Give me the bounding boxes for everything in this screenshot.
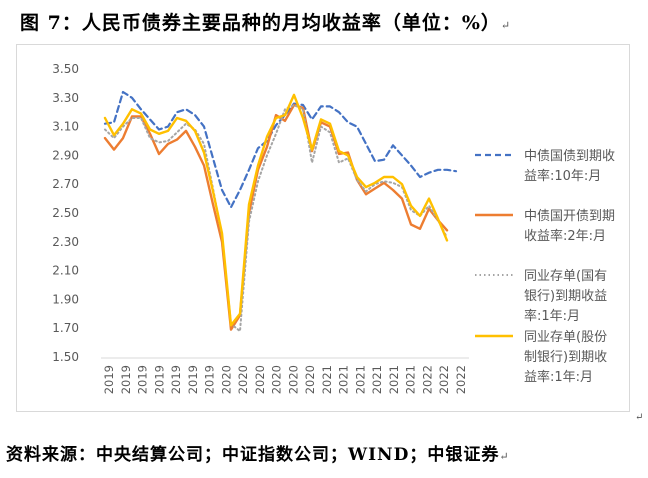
x-tick-label: 2019 (169, 365, 183, 394)
x-tick-label: 2020 (270, 365, 284, 394)
x-tick-label: 2020 (236, 365, 250, 394)
chart-area: 1.50 1.70 1.90 2.10 2.30 2.50 2.70 2.90 3.10 3.30… (16, 44, 630, 412)
paragraph-mark-icon: ↵ (635, 412, 644, 423)
x-tick-label: 2021 (404, 365, 418, 394)
x-tick-label: 2020 (219, 365, 233, 394)
series-line (103, 90, 458, 209)
x-tick-label: 2020 (286, 365, 300, 394)
y-axis: 1.50 1.70 1.90 2.10 2.30 2.50 2.70 2.90 3.10 3.30… (52, 62, 79, 364)
figure-title: 图 7：人民币债券主要品种的月均收益率（单位：%）↵ (20, 8, 511, 35)
y-tick-label: 1.50 (52, 350, 79, 364)
legend-label: 同业存单(国有 (524, 269, 607, 284)
series-line (104, 104, 448, 333)
legend-label: 中债国开债到期 (524, 209, 615, 224)
series-line (103, 93, 449, 327)
figure-title-text: 图 7：人民币债券主要品种的月均收益率（单位：%） (20, 12, 501, 34)
x-axis: 2019 2019 2019 2019 2019 2019 2019 2020 2020 2020… (101, 357, 469, 394)
x-tick-label: 2021 (320, 365, 334, 394)
x-tick-label: 2022 (437, 365, 451, 394)
x-tick-label: 2019 (152, 365, 166, 394)
line-chart: 1.50 1.70 1.90 2.10 2.30 2.50 2.70 2.90 3.10 3.30… (52, 62, 615, 394)
x-tick-label: 2019 (102, 365, 116, 394)
y-tick-label: 2.90 (52, 148, 79, 162)
series-lines (103, 90, 458, 333)
y-tick-label: 2.30 (52, 235, 79, 249)
x-tick-label: 2019 (186, 365, 200, 394)
y-tick-label: 1.70 (52, 321, 79, 335)
series-line (103, 103, 449, 331)
paragraph-mark-icon: ↵ (500, 19, 512, 32)
x-tick-label: 2020 (303, 365, 317, 394)
paragraph-mark-icon: ↵ (499, 450, 510, 463)
x-tick-label: 2022 (454, 365, 468, 394)
legend-label: 益率:1年:月 (524, 369, 593, 385)
x-tick-label: 2022 (420, 365, 434, 394)
legend: 中债国债到期收益率:10年:月中债国开债到期收益率:2年:月同业存单(国有银行)… (475, 149, 615, 385)
legend-label: 同业存单(股份 (524, 330, 607, 345)
x-tick-label: 2019 (119, 365, 133, 394)
legend-label: 银行)到期收益 (524, 289, 607, 304)
x-tick-label: 2021 (387, 365, 401, 394)
y-tick-label: 2.50 (52, 206, 79, 220)
x-tick-label: 2021 (353, 365, 367, 394)
y-tick-label: 2.10 (52, 264, 79, 278)
x-tick-label: 2019 (203, 365, 217, 394)
x-tick-label: 2020 (253, 365, 267, 394)
x-tick-label: 2019 (136, 365, 150, 394)
source-note: 资料来源：中央结算公司；中证指数公司；WIND；中银证券↵ (6, 440, 510, 465)
y-tick-label: 3.50 (52, 62, 79, 76)
y-tick-label: 1.90 (52, 292, 79, 306)
legend-label: 中债国债到期收 (524, 149, 615, 164)
x-tick-label: 2021 (370, 365, 384, 394)
legend-label: 益率:10年:月 (524, 168, 601, 184)
y-tick-label: 2.70 (52, 177, 79, 191)
y-tick-label: 3.30 (52, 91, 79, 105)
legend-label: 收益率:2年:月 (524, 228, 606, 244)
y-tick-label: 3.10 (52, 120, 79, 134)
legend-label: 率:1年:月 (524, 308, 580, 324)
legend-label: 制银行)到期收 (524, 350, 607, 365)
source-text: 资料来源：中央结算公司；中证指数公司；WIND；中银证券 (6, 445, 500, 465)
x-tick-label: 2021 (337, 365, 351, 394)
